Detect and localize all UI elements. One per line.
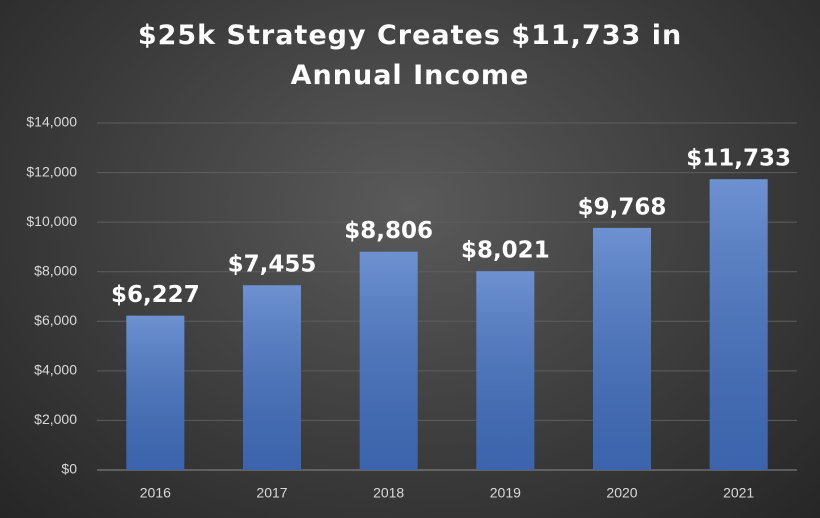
y-tick-label: $2,000 xyxy=(34,411,77,427)
y-tick-label: $10,000 xyxy=(26,213,77,229)
bar-shade xyxy=(359,251,418,470)
x-tick-label: 2018 xyxy=(373,485,404,501)
bar-shade xyxy=(593,227,651,470)
x-tick-label: 2021 xyxy=(723,485,754,501)
data-label: $9,768 xyxy=(578,194,667,220)
bar-shade xyxy=(709,179,768,470)
y-tick-label: $12,000 xyxy=(26,163,77,179)
y-tick-label: $0 xyxy=(61,461,77,477)
x-tick-label: 2017 xyxy=(256,485,287,501)
x-tick-label: 2016 xyxy=(140,485,171,501)
x-tick-label: 2019 xyxy=(490,485,521,501)
bar-shade xyxy=(243,285,301,470)
data-label: $7,455 xyxy=(228,252,317,278)
bar-shade xyxy=(126,315,185,470)
chart-title: $25k Strategy Creates $11,733 in Annual … xyxy=(137,20,683,91)
bar-shade xyxy=(476,271,535,470)
data-label: $8,806 xyxy=(344,218,433,244)
y-tick-label: $4,000 xyxy=(34,362,77,378)
y-tick-label: $14,000 xyxy=(26,114,77,130)
x-tick-label: 2020 xyxy=(606,485,637,501)
data-label: $8,021 xyxy=(461,238,550,264)
y-tick-label: $6,000 xyxy=(34,312,77,328)
data-label: $11,733 xyxy=(686,146,791,172)
data-label: $6,227 xyxy=(111,282,200,308)
y-tick-label: $8,000 xyxy=(34,262,77,278)
